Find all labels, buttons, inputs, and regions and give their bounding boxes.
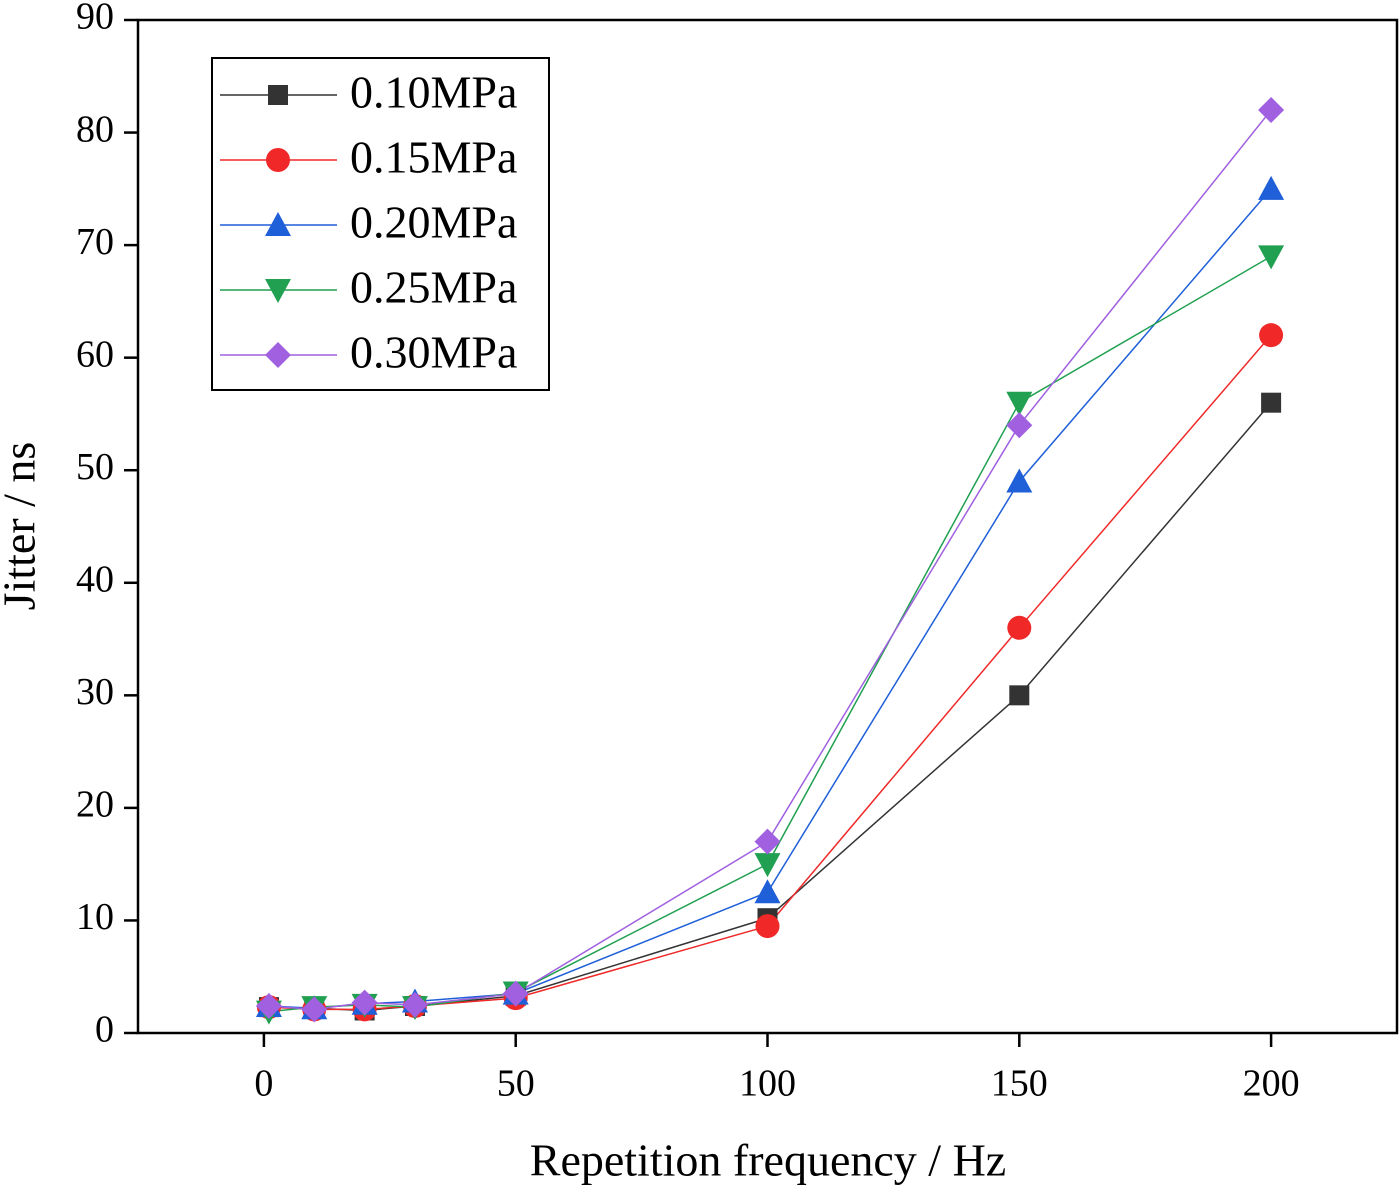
x-tick-label: 200 <box>1243 1063 1300 1105</box>
x-tick-label: 0 <box>254 1063 273 1105</box>
marker <box>1009 685 1030 706</box>
y-tick-label: 0 <box>95 1009 114 1051</box>
marker <box>351 989 378 1016</box>
legend-label: 0.30MPa <box>350 327 517 378</box>
y-tick-label: 70 <box>76 221 114 263</box>
y-tick-label: 60 <box>76 333 114 375</box>
marker <box>754 853 781 878</box>
marker <box>502 980 529 1007</box>
marker <box>1007 615 1032 640</box>
marker <box>1261 392 1282 413</box>
marker <box>301 996 328 1023</box>
legend-label: 0.10MPa <box>350 67 517 118</box>
marker <box>255 992 282 1019</box>
x-tick-label: 50 <box>497 1063 535 1105</box>
y-tick-label: 30 <box>76 671 114 713</box>
x-tick-label: 150 <box>991 1063 1048 1105</box>
marker <box>1258 245 1285 270</box>
legend-marker <box>265 212 291 236</box>
y-tick-label: 90 <box>76 0 114 38</box>
legend-marker <box>266 148 290 172</box>
legend-label: 0.25MPa <box>350 262 517 313</box>
marker <box>1006 391 1033 416</box>
y-axis-title: Jitter / ns <box>0 442 45 611</box>
legend-marker <box>265 342 291 368</box>
marker <box>754 879 781 904</box>
y-tick-label: 80 <box>76 108 114 150</box>
marker <box>1259 323 1284 348</box>
y-tick-label: 10 <box>76 896 114 938</box>
x-axis-title: Repetition frequency / Hz <box>530 1135 1006 1186</box>
legend-marker <box>268 85 288 105</box>
legend-label: 0.15MPa <box>350 132 517 183</box>
marker <box>1006 468 1033 493</box>
marker <box>1006 412 1033 439</box>
y-tick-label: 20 <box>76 784 114 826</box>
legend: 0.10MPa 0.15MPa 0.20MPa 0.25MPa 0.30MPa <box>211 57 550 391</box>
y-tick-label: 40 <box>76 558 114 600</box>
marker <box>401 991 428 1018</box>
marker <box>1258 175 1285 200</box>
marker <box>1258 97 1285 124</box>
marker <box>754 828 781 855</box>
x-tick-label: 100 <box>739 1063 796 1105</box>
legend-label: 0.20MPa <box>350 197 517 248</box>
legend-marker <box>265 279 291 303</box>
y-tick-label: 50 <box>76 446 114 488</box>
marker <box>755 914 780 939</box>
legend-box <box>211 57 550 391</box>
